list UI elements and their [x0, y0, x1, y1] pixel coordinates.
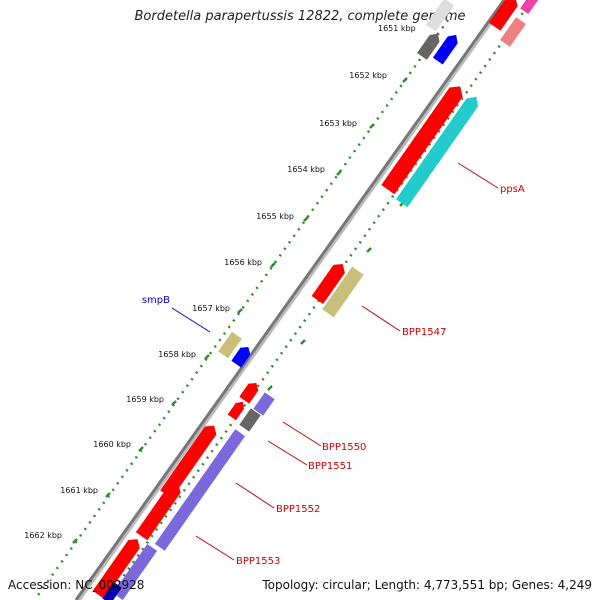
feature-cds[interactable]	[102, 581, 122, 600]
tick-label: 1662 kbp	[24, 531, 62, 540]
tick-label: 1653 kbp	[319, 119, 357, 128]
leader-line	[457, 162, 499, 189]
leader-line	[235, 482, 275, 509]
tick-label: 1656 kbp	[224, 258, 262, 267]
leader-line	[171, 307, 211, 333]
tick-mark	[336, 170, 342, 176]
gene-label-ppsA[interactable]: ppsA	[500, 184, 525, 195]
tick-mark	[270, 262, 276, 268]
gene-labels: ppsA BPP1547 smpB BPP1550 BPP1551 BPP155…	[142, 184, 525, 567]
feature-cds[interactable]	[218, 331, 242, 359]
feature-cds[interactable]	[135, 480, 184, 541]
tick-mark	[267, 385, 273, 391]
tick-mark	[105, 492, 111, 498]
feature-cds-ppsA[interactable]	[395, 93, 482, 208]
tick-mark	[204, 354, 210, 360]
tick-mark	[402, 77, 408, 83]
label-leaders	[171, 162, 499, 561]
feature-cds[interactable]	[417, 30, 443, 60]
leader-line	[195, 535, 235, 561]
tick-labels: 1651 kbp 1652 kbp 1653 kbp 1654 kbp 1655…	[24, 24, 415, 540]
feature-cds[interactable]	[160, 422, 220, 499]
gene-label-BPP1553[interactable]: BPP1553	[236, 556, 280, 567]
leader-line	[361, 305, 401, 332]
tick-mark	[171, 400, 177, 406]
tick-label: 1651 kbp	[378, 24, 416, 33]
tick-label: 1652 kbp	[349, 71, 387, 80]
leader-line	[282, 421, 322, 447]
gene-label-BPP1547[interactable]: BPP1547	[402, 327, 446, 338]
tick-label: 1654 kbp	[287, 165, 325, 174]
feature-cds-BPP1551[interactable]	[239, 408, 261, 432]
tick-mark	[300, 339, 306, 345]
tick-mark	[237, 308, 243, 314]
tick-mark	[138, 446, 144, 452]
leader-line	[267, 440, 308, 466]
feature-cds[interactable]	[311, 260, 349, 305]
genome-backbone	[74, 0, 506, 600]
tick-label: 1657 kbp	[192, 304, 230, 313]
feature-cds[interactable]	[425, 0, 455, 32]
tick-mark	[366, 247, 372, 253]
feature-cds[interactable]	[92, 535, 143, 599]
gene-label-BPP1552[interactable]: BPP1552	[276, 504, 320, 515]
tick-mark	[72, 538, 78, 544]
accession-text: Accession: NC_002928	[8, 578, 145, 592]
feature-cds[interactable]	[239, 380, 261, 404]
feature-cds[interactable]	[500, 17, 526, 47]
inner-major-ticks	[72, 77, 408, 544]
feature-cds-ppsA-partner[interactable]	[381, 82, 466, 195]
feature-cds[interactable]	[520, 0, 540, 15]
tick-label: 1659 kbp	[126, 395, 164, 404]
gene-label-BPP1551[interactable]: BPP1551	[308, 461, 352, 472]
genome-title: Bordetella parapertussis 12822, complete…	[134, 9, 466, 24]
feature-cds-BPP1550[interactable]	[253, 392, 275, 416]
feature-cds-BPP1547[interactable]	[322, 266, 364, 318]
genome-summary-text: Topology: circular; Length: 4,773,551 bp…	[262, 578, 592, 592]
tick-mark	[303, 216, 309, 222]
feature-cds[interactable]	[227, 399, 247, 421]
tick-label: 1660 kbp	[93, 440, 131, 449]
feature-cds[interactable]	[432, 31, 461, 65]
feature-cds-BPP1553[interactable]	[112, 543, 158, 600]
gene-label-BPP1550[interactable]: BPP1550	[322, 442, 366, 453]
genome-backbone-shadow	[75, 0, 509, 600]
tick-label: 1655 kbp	[256, 212, 294, 221]
gene-label-smpB[interactable]: smpB	[142, 295, 170, 306]
tick-mark	[369, 123, 375, 129]
feature-cds-BPP1552[interactable]	[154, 429, 246, 551]
feature-cds[interactable]	[488, 0, 521, 31]
feature-cds-smpB[interactable]	[231, 344, 253, 368]
tick-label: 1658 kbp	[158, 350, 196, 359]
tick-label: 1661 kbp	[60, 486, 98, 495]
